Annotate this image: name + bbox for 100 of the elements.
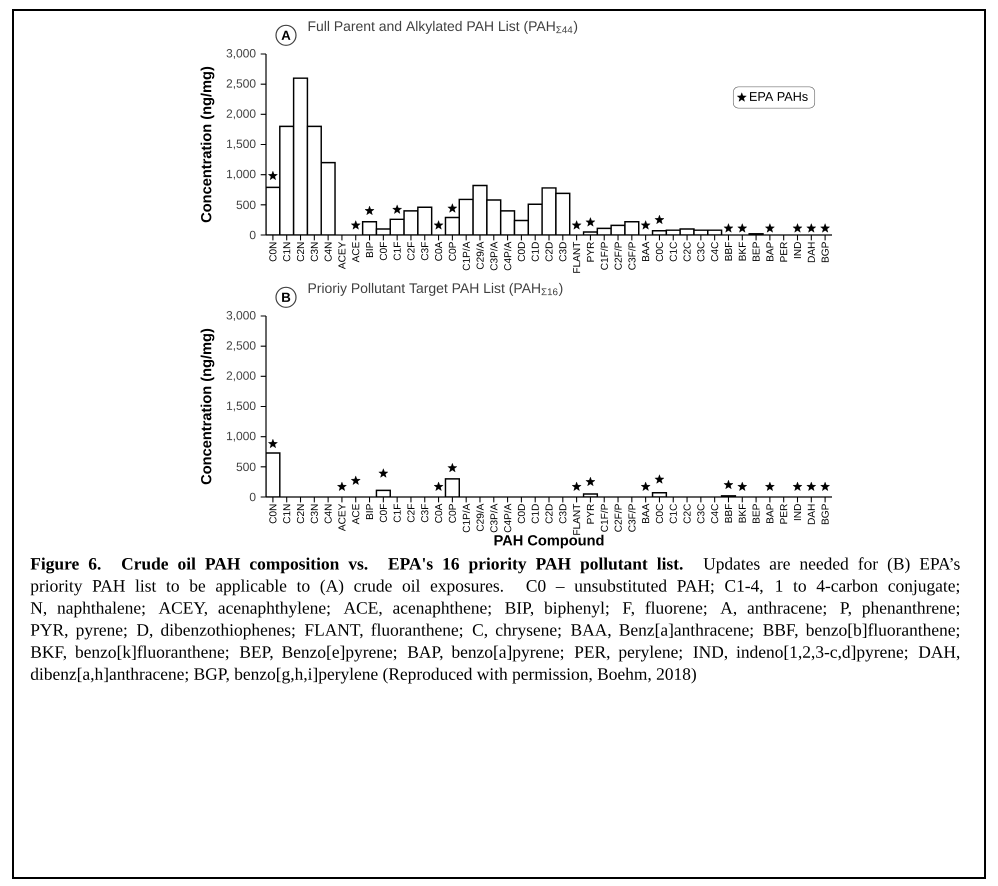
x-tick-label: BEP — [752, 242, 760, 262]
x-tick-label: BGP — [822, 504, 829, 524]
x-tick-label: C2F/P — [614, 504, 622, 532]
x-tick-label: PYR — [586, 242, 594, 262]
x-tick-label: DAH — [808, 242, 815, 262]
y-tick-label: 500 — [236, 462, 256, 472]
chart-title: Full Parent and Alkylated PAH List (PAH$_{Σ44}$) — [308, 20, 578, 34]
x-tick-label: C2F — [407, 242, 415, 260]
x-tick-label: BAA — [642, 504, 650, 524]
y-tick-label: 1,500 — [226, 140, 256, 150]
x-tick-label: BKF — [738, 242, 746, 260]
x-tick-label: C1F/P — [600, 504, 608, 532]
legend-label: EPA PAHs — [750, 92, 808, 101]
y-tick-label: 0 — [250, 492, 256, 502]
x-tick-label: C3F — [421, 242, 428, 260]
x-tick-label: C3C — [697, 504, 704, 524]
x-tick-label: C2F/P — [614, 242, 622, 270]
x-tick-label: C3N — [310, 504, 318, 524]
y-tick-label: 2,500 — [226, 341, 256, 352]
x-tick-label: C4C — [711, 504, 718, 524]
x-tick-label: PYR — [586, 504, 594, 524]
x-tick-label: C3F/P — [628, 242, 636, 270]
x-tick-label: C0N — [269, 504, 276, 524]
y-axis-title: Concentration (ng/mg) — [200, 66, 214, 222]
x-tick-label: C0F — [380, 242, 387, 260]
x-tick-label: ACE — [352, 242, 360, 262]
x-tick-label: C3D — [559, 504, 566, 524]
x-tick-label: C1N — [283, 504, 290, 524]
x-tick-label: BKF — [738, 504, 746, 522]
x-tick-label: ACEY — [338, 242, 346, 270]
x-tick-label: C0N — [269, 242, 276, 262]
x-tick-label: C4N — [324, 504, 332, 524]
x-tick-label: C4N — [324, 242, 332, 262]
x-tick-label: BAP — [766, 242, 774, 262]
x-axis-title: PAH Compound — [494, 534, 604, 548]
x-tick-label: C2N — [296, 504, 304, 524]
x-tick-label: C2C — [683, 242, 691, 262]
x-tick-label: C1P/A — [462, 242, 470, 270]
x-tick-label: C3F — [421, 504, 428, 522]
x-tick-label: ACEY — [338, 504, 346, 532]
x-tick-label: C0A — [434, 242, 442, 261]
x-tick-label: IND — [794, 242, 801, 258]
x-tick-label: C1F — [394, 504, 401, 522]
y-tick-label: 3,000 — [226, 311, 256, 321]
x-tick-label: C0C — [656, 242, 664, 262]
y-tick-label: 2,000 — [226, 109, 256, 120]
x-tick-label: BIP — [366, 504, 374, 520]
x-tick-label: BGP — [822, 242, 829, 262]
y-tick-label: 2,000 — [226, 371, 256, 382]
x-tick-label: C2N — [296, 242, 304, 262]
x-tick-label: C1N — [283, 242, 290, 262]
x-tick-label: C3F/P — [628, 504, 636, 532]
x-tick-label: C2F — [407, 504, 415, 522]
x-tick-label: BAA — [642, 242, 650, 262]
y-tick-label: 1,000 — [226, 170, 256, 180]
y-tick-label: 1,500 — [226, 402, 256, 412]
x-tick-label: C3N — [310, 242, 318, 262]
x-tick-label: C0D — [518, 242, 525, 262]
y-tick-label: 0 — [250, 230, 256, 240]
x-tick-label: BBF — [724, 242, 732, 260]
x-tick-label: C4P/A — [504, 242, 512, 270]
x-tick-label: C1D — [532, 242, 539, 262]
x-tick-label: C0F — [380, 504, 387, 522]
x-tick-label: C0P — [448, 242, 456, 261]
x-tick-label: C0A — [434, 504, 442, 523]
x-tick-label: C1C — [670, 504, 677, 524]
y-axis-title: Concentration (ng/mg) — [200, 328, 214, 484]
x-tick-label: C2D — [545, 504, 553, 524]
x-tick-label: C0P — [448, 504, 456, 523]
x-tick-label: C3D — [559, 242, 566, 262]
x-tick-label: C2C — [683, 504, 691, 524]
text: Figure 6. Crude oil PAH composition vs. EPA's 16 priority PAH pollutant list. Updates are needed for (B) EPA’s priority PAH list to be applicable to (A) crude oil exposures. C0 – unsubstituted PAH; C1-4, 1 to 4-carbon conjugate; N, naphthalene; ACEY, acenaphthylene; ACE, acenaphthene; BIP, biphenyl; F, fluorene; A, anthracene; P, phenanthrene; PYR, pyrene; D, dibenzothiophenes; FLANT, fluoranthene; C, chrysene; BAA, Benz[a]anthracene; BBF, benzo[b]fluoranthene; BKF, benzo[k]fluoranthene; BEP, Benzo[e]pyrene; BAP, benzo[a]pyrene; PER, perylene; IND, indeno[1,2,3-c,d]pyrene; DAH, dibenz[a,h]anthracene; BGP, benzo[g,h,i]perylene (Reproduced with permission, Boehm, 2018) — [30, 557, 960, 684]
text: A — [282, 30, 290, 40]
x-tick-label: PER — [780, 242, 788, 262]
x-tick-label: DAH — [808, 504, 815, 524]
y-tick-label: 3,000 — [226, 49, 256, 59]
x-tick-label: FLANT — [573, 504, 580, 535]
x-tick-label: C4C — [711, 242, 718, 262]
x-tick-label: C1P/A — [462, 504, 470, 532]
x-tick-label: BBF — [724, 504, 732, 522]
text: B — [282, 292, 290, 302]
x-tick-label: C1D — [532, 504, 539, 524]
x-tick-label: C1F/P — [600, 242, 608, 270]
x-tick-label: BEP — [752, 504, 760, 524]
chart-title: Prioriy Pollutant Target PAH List (PAH$_{Σ16}$) — [308, 282, 562, 296]
y-tick-label: 500 — [236, 200, 256, 210]
y-tick-label: 1,000 — [226, 432, 256, 442]
x-tick-label: FLANT — [573, 242, 580, 273]
x-tick-label: C29/A — [476, 242, 484, 270]
x-tick-label: C4P/A — [504, 504, 512, 532]
x-tick-label: C1C — [670, 242, 677, 262]
x-tick-label: BAP — [766, 504, 774, 524]
x-tick-label: C3P/A — [490, 504, 498, 532]
x-tick-label: BIP — [366, 242, 374, 258]
x-tick-label: C3P/A — [490, 242, 498, 270]
x-tick-label: C3C — [697, 242, 704, 262]
x-tick-label: IND — [794, 504, 801, 520]
x-tick-label: C2D — [545, 242, 553, 262]
x-tick-label: ACE — [352, 504, 360, 524]
x-tick-label: C29/A — [476, 504, 484, 532]
